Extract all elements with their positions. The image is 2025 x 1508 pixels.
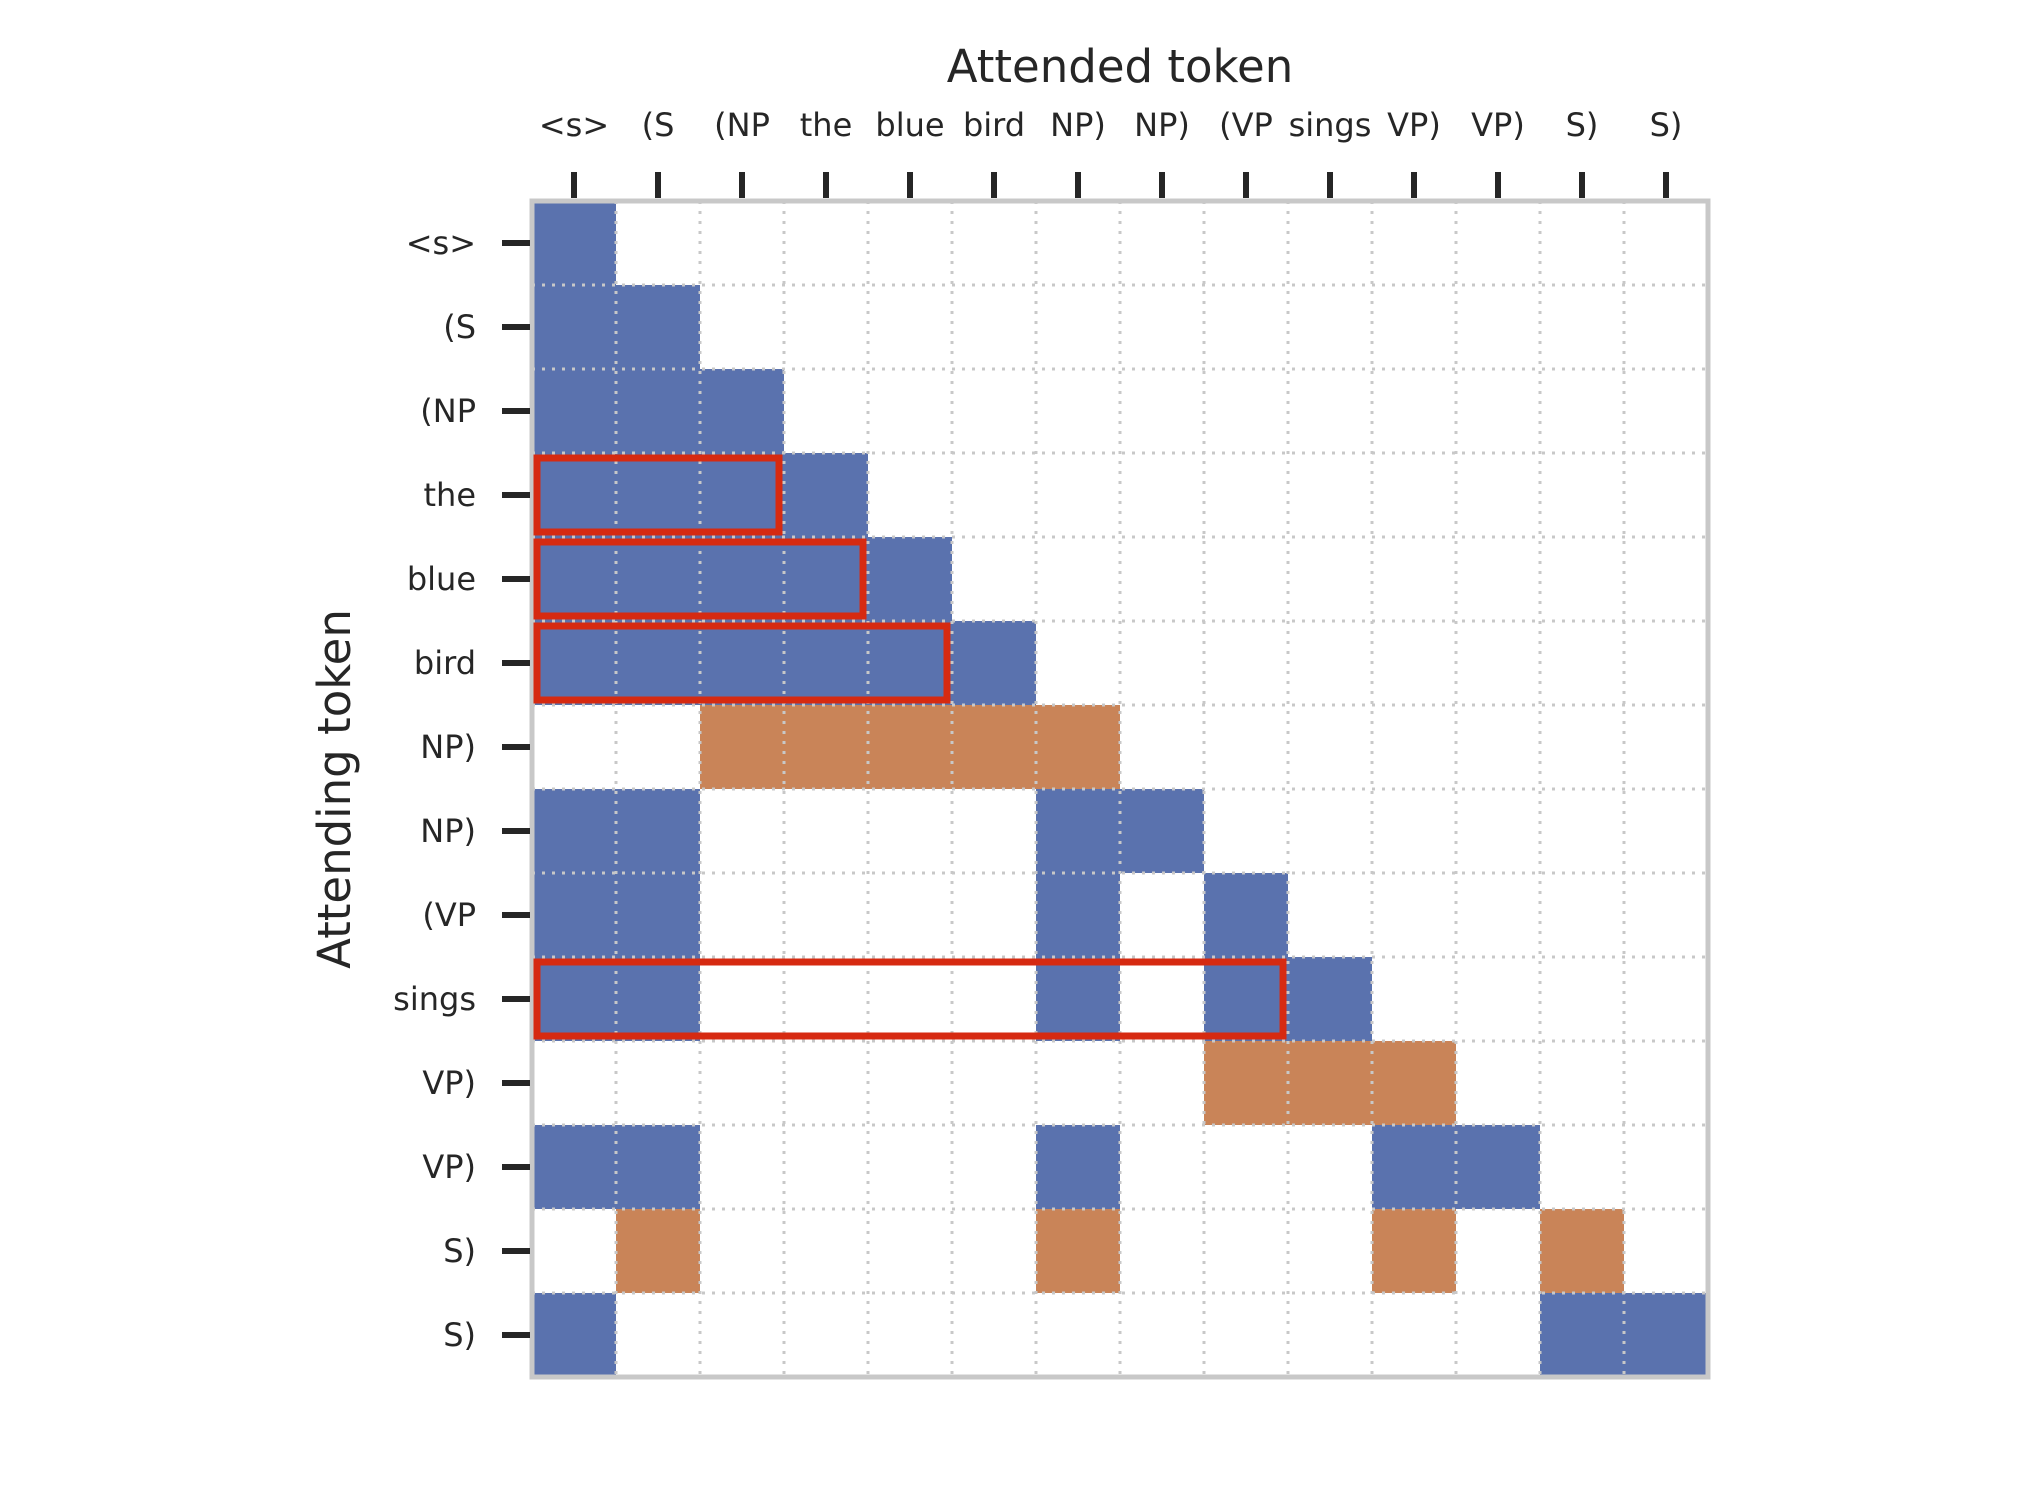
x-tick-label-7: NP) xyxy=(1134,106,1190,144)
y-tick-label-12: S) xyxy=(443,1232,476,1270)
heatmap-cell-r3-c3 xyxy=(784,453,868,537)
heatmap-cell-r12-c6 xyxy=(1036,1209,1120,1293)
heatmap-cell-r6-c6 xyxy=(1036,705,1120,789)
heatmap-cell-r5-c5 xyxy=(952,621,1036,705)
heatmap-cell-r3-c2 xyxy=(700,453,784,537)
heatmap-cell-r9-c1 xyxy=(616,957,700,1041)
heatmap-cell-r2-c2 xyxy=(700,369,784,453)
heatmap-cell-r4-c2 xyxy=(700,537,784,621)
heatmap-cell-r5-c1 xyxy=(616,621,700,705)
heatmap-cell-r7-c7 xyxy=(1120,789,1204,873)
y-tick-label-6: NP) xyxy=(420,728,476,766)
heatmap-cell-r1-c0 xyxy=(532,285,616,369)
highlight-layer xyxy=(533,454,1287,1040)
y-tick-label-0: <s> xyxy=(406,224,476,262)
heatmap-cell-r6-c2 xyxy=(700,705,784,789)
y-tick-label-1: (S xyxy=(443,308,476,346)
x-axis-ticks: <s> (S (NP the blue bird NP) NP) (VP sings VP) VP) S… xyxy=(539,106,1683,198)
heatmap-cell-r9-c8 xyxy=(1204,957,1288,1041)
heatmap-cell-r9-c0 xyxy=(532,957,616,1041)
heatmap-cell-r4-c3 xyxy=(784,537,868,621)
heatmap-cell-r4-c1 xyxy=(616,537,700,621)
heatmap-cell-r5-c2 xyxy=(700,621,784,705)
x-tick-label-5: bird xyxy=(963,106,1025,144)
highlight-box-1 xyxy=(533,538,867,620)
heatmap-cell-r10-c8 xyxy=(1204,1041,1288,1125)
y-tick-label-5: bird xyxy=(414,644,476,682)
y-tick-label-2: (NP xyxy=(420,392,476,430)
heatmap-cell-r10-c10 xyxy=(1372,1041,1456,1125)
heatmap-cell-r10-c9 xyxy=(1288,1041,1372,1125)
y-tick-label-4: blue xyxy=(407,560,476,598)
heatmap-cell-r5-c4 xyxy=(868,621,952,705)
x-tick-label-0: <s> xyxy=(539,106,609,144)
heatmap-cell-r7-c1 xyxy=(616,789,700,873)
y-axis-ticks: <s> (S (NP the blue bird NP) NP) (VP sings VP) VP) S… xyxy=(393,224,530,1354)
x-tick-label-12: S) xyxy=(1566,106,1599,144)
heatmap-cell-r7-c6 xyxy=(1036,789,1120,873)
cells-layer xyxy=(532,201,1708,1377)
grid-lines xyxy=(532,201,1708,1377)
x-tick-label-11: VP) xyxy=(1471,106,1525,144)
heatmap-cell-r9-c9 xyxy=(1288,957,1372,1041)
y-tick-label-11: VP) xyxy=(422,1148,476,1186)
highlight-box-2 xyxy=(533,622,951,704)
heatmap-cell-r0-c0 xyxy=(532,201,616,285)
heatmap-cell-r7-c0 xyxy=(532,789,616,873)
heatmap-cell-r2-c0 xyxy=(532,369,616,453)
y-tick-label-3: the xyxy=(423,476,476,514)
x-axis-title: Attended token xyxy=(947,40,1293,93)
heatmap-cell-r3-c1 xyxy=(616,453,700,537)
x-tick-label-4: blue xyxy=(875,106,944,144)
heatmap-cell-r6-c5 xyxy=(952,705,1036,789)
heatmap-cell-r4-c0 xyxy=(532,537,616,621)
heatmap-cell-r8-c6 xyxy=(1036,873,1120,957)
highlight-box-0 xyxy=(533,454,783,536)
heatmap-cell-r4-c4 xyxy=(868,537,952,621)
heatmap-cell-r11-c10 xyxy=(1372,1125,1456,1209)
heatmap-cell-r8-c8 xyxy=(1204,873,1288,957)
heatmap-cell-r5-c3 xyxy=(784,621,868,705)
heatmap-cell-r6-c3 xyxy=(784,705,868,789)
heatmap-cell-r6-c4 xyxy=(868,705,952,789)
heatmap-cell-r13-c12 xyxy=(1540,1293,1624,1377)
y-tick-label-8: (VP xyxy=(422,896,476,934)
plot-frame xyxy=(529,198,1711,1380)
x-tick-label-8: (VP xyxy=(1219,106,1273,144)
heatmap-cell-r11-c0 xyxy=(532,1125,616,1209)
heatmap-cell-r13-c13 xyxy=(1624,1293,1708,1377)
heatmap-cell-r11-c11 xyxy=(1456,1125,1540,1209)
highlight-box-3 xyxy=(533,958,1287,1040)
x-tick-label-6: NP) xyxy=(1050,106,1106,144)
y-tick-label-9: sings xyxy=(393,980,476,1018)
y-axis-title: Attending token xyxy=(308,609,361,969)
heatmap-cell-r8-c1 xyxy=(616,873,700,957)
x-tick-label-3: the xyxy=(800,106,853,144)
heatmap-cell-r9-c6 xyxy=(1036,957,1120,1041)
heatmap-cell-r13-c0 xyxy=(532,1293,616,1377)
y-tick-label-7: NP) xyxy=(420,812,476,850)
heatmap-cell-r11-c6 xyxy=(1036,1125,1120,1209)
heatmap-cell-r12-c12 xyxy=(1540,1209,1624,1293)
x-tick-label-1: (S xyxy=(642,106,675,144)
heatmap-cell-r2-c1 xyxy=(616,369,700,453)
x-tick-label-9: sings xyxy=(1289,106,1372,144)
heatmap-cell-r11-c1 xyxy=(616,1125,700,1209)
x-tick-label-13: S) xyxy=(1650,106,1683,144)
heatmap-cell-r1-c1 xyxy=(616,285,700,369)
heatmap-cell-r3-c0 xyxy=(532,453,616,537)
y-tick-label-13: S) xyxy=(443,1316,476,1354)
heatmap-cell-r12-c1 xyxy=(616,1209,700,1293)
y-tick-label-10: VP) xyxy=(422,1064,476,1102)
heatmap-cell-r12-c10 xyxy=(1372,1209,1456,1293)
x-tick-label-2: (NP xyxy=(714,106,770,144)
heatmap-cell-r5-c0 xyxy=(532,621,616,705)
x-tick-label-10: VP) xyxy=(1387,106,1441,144)
heatmap-cell-r8-c0 xyxy=(532,873,616,957)
